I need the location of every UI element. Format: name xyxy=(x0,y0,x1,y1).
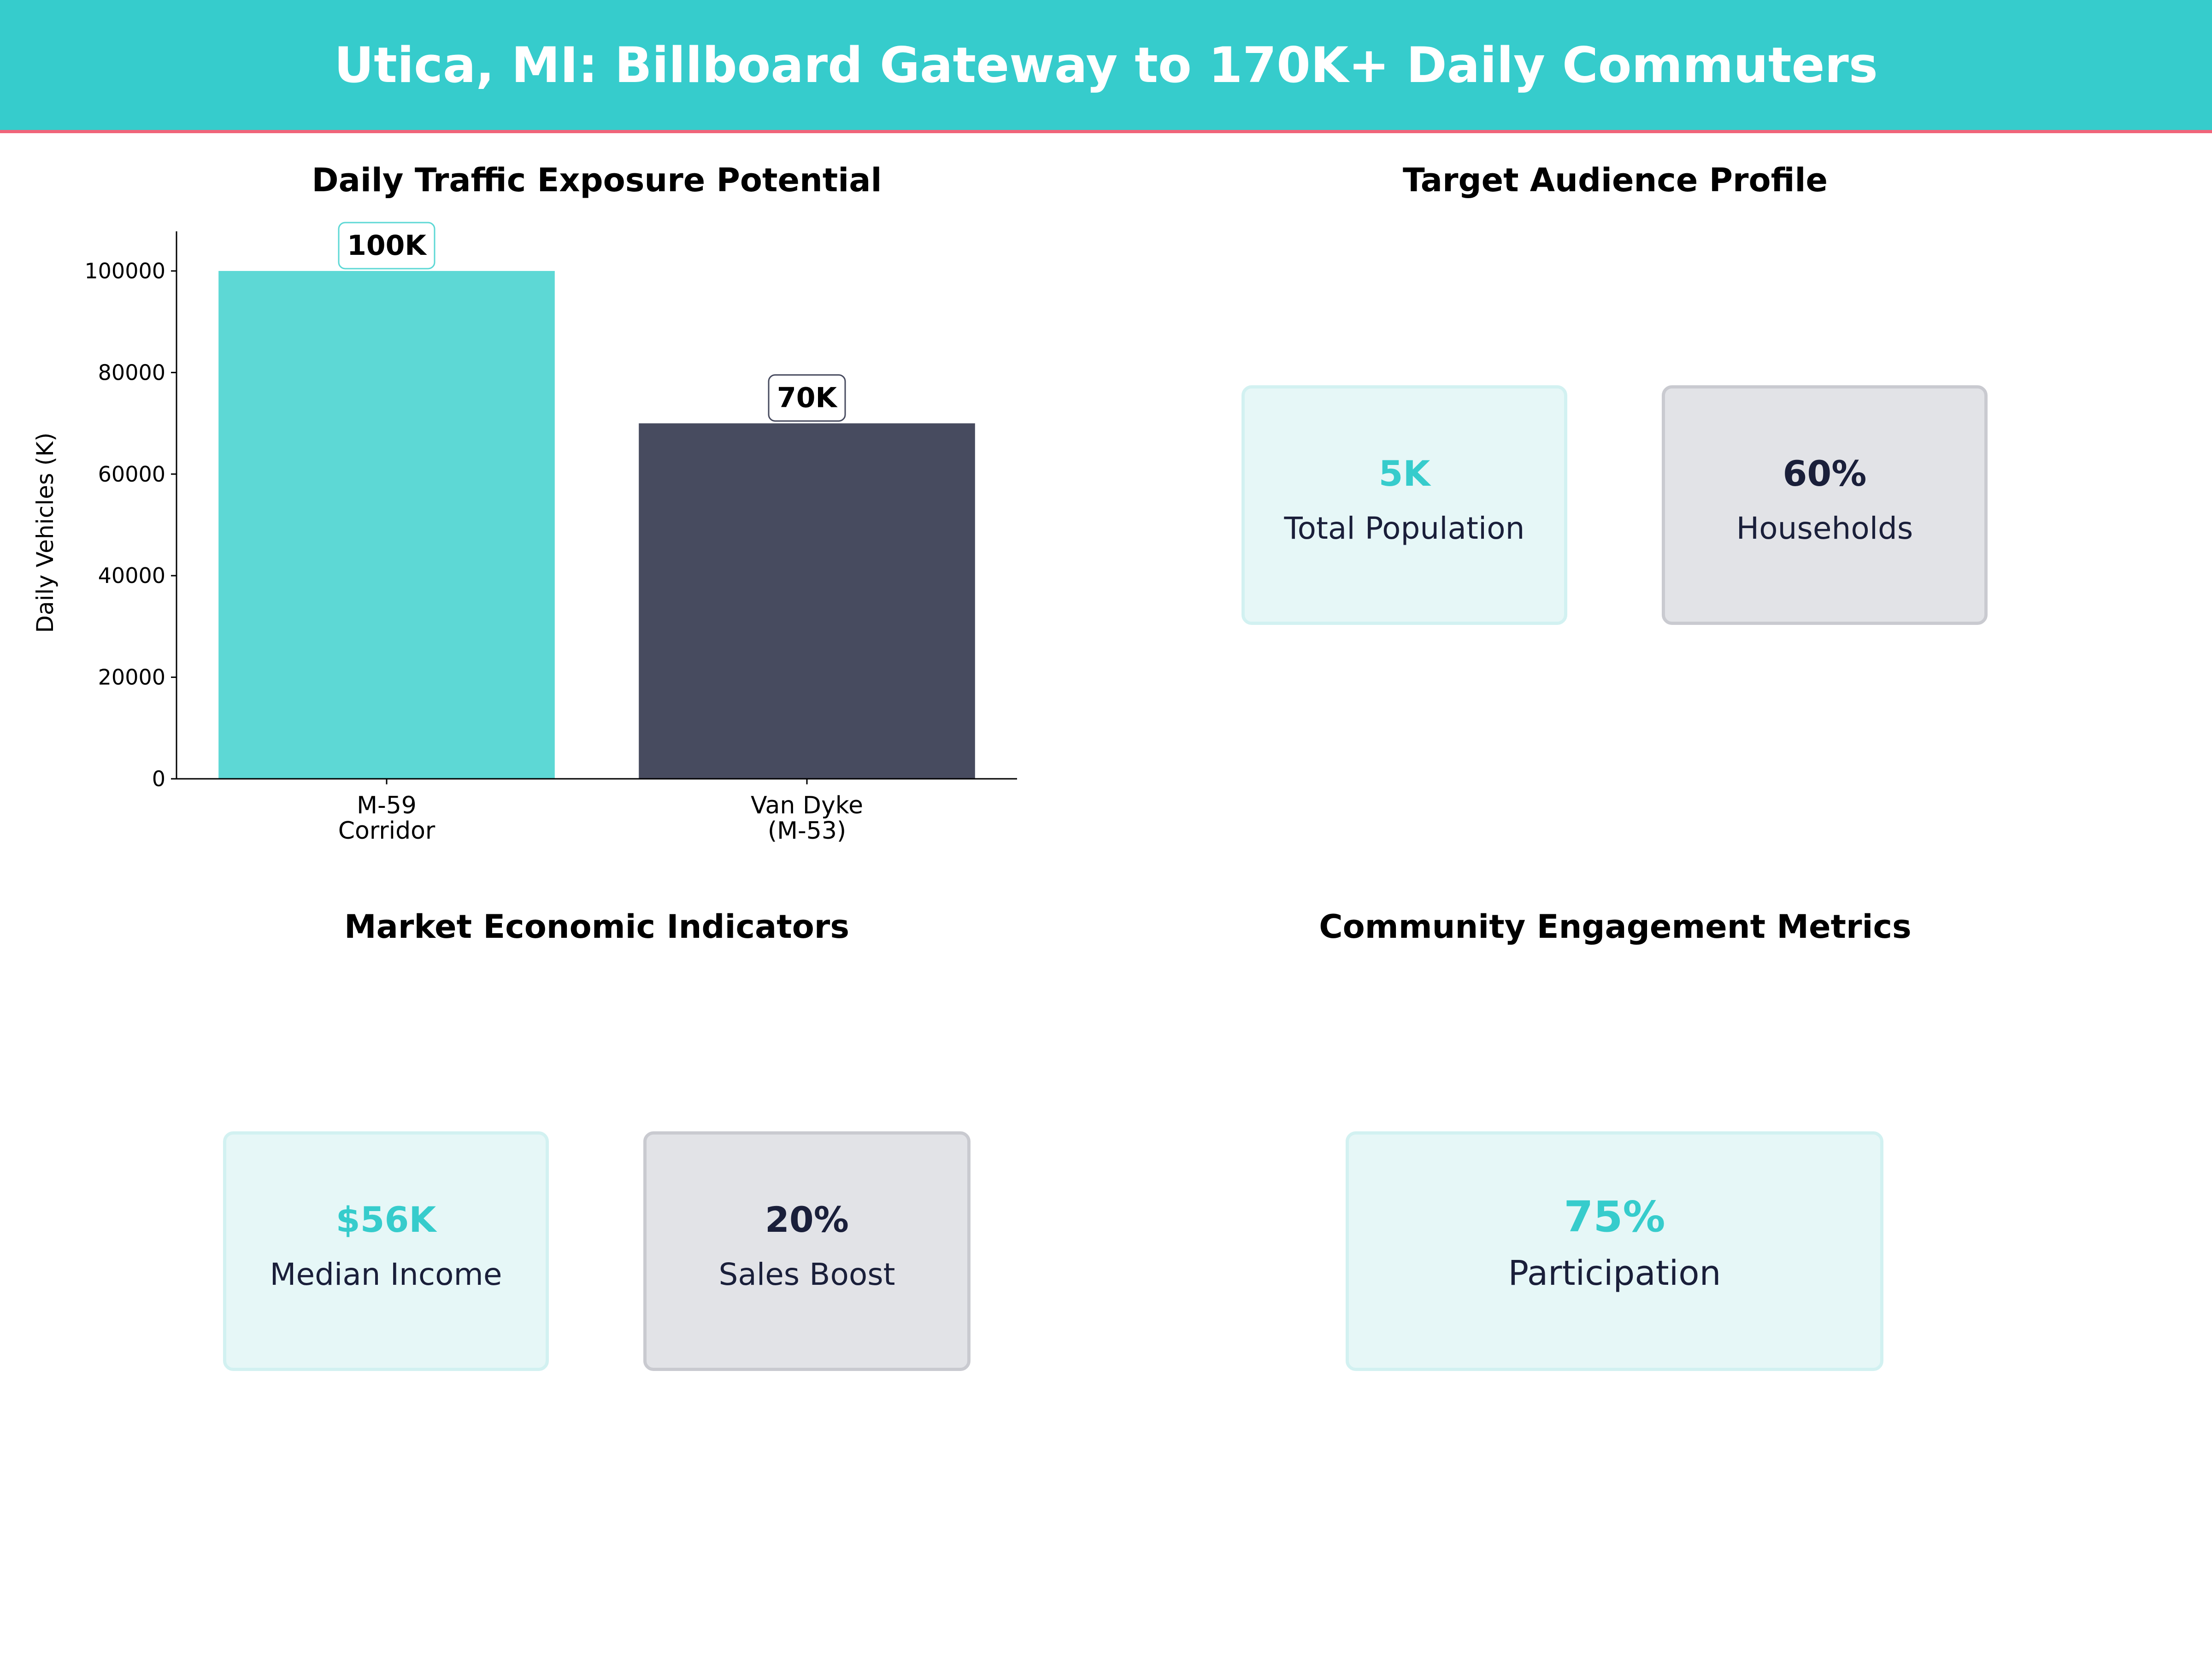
y-tick-label: 60000 xyxy=(98,462,165,487)
chart-title: Daily Traffic Exposure Potential xyxy=(312,161,882,199)
audience-title: Target Audience Profile xyxy=(1403,161,1828,199)
stat-card-participation: 75% Participation xyxy=(1346,1131,1883,1371)
bar xyxy=(639,423,975,779)
x-tick-label: Van Dyke xyxy=(751,792,863,819)
stat-card-total-population: 5K Total Population xyxy=(1241,385,1567,625)
y-tick-label: 20000 xyxy=(98,665,165,690)
stat-value: $56K xyxy=(335,1199,436,1240)
stat-label: Median Income xyxy=(270,1257,502,1292)
y-tick-label: 100000 xyxy=(84,259,165,283)
stat-value: 20% xyxy=(765,1199,849,1240)
y-tick-label: 80000 xyxy=(98,360,165,385)
economic-title: Market Economic Indicators xyxy=(344,908,849,946)
data-label-box xyxy=(338,222,435,270)
y-tick-label: 0 xyxy=(152,766,165,791)
community-title: Community Engagement Metrics xyxy=(1319,908,1912,946)
stat-card-median-income: $56K Median Income xyxy=(223,1131,549,1371)
stat-value: 60% xyxy=(1783,453,1867,494)
data-label-box xyxy=(768,374,846,422)
data-label: 100K xyxy=(347,229,427,262)
page-title: Utica, MI: Billboard Gateway to 170K+ Da… xyxy=(334,36,1878,94)
x-tick-label: (M-53) xyxy=(768,817,846,845)
bar xyxy=(218,271,555,779)
data-label: 70K xyxy=(777,382,838,414)
stat-label: Total Population xyxy=(1284,511,1525,546)
stat-card-households: 60% Households xyxy=(1662,385,1988,625)
y-axis-label: Daily Vehicles (K) xyxy=(32,433,59,633)
x-tick-label: M-59 xyxy=(357,792,417,819)
stat-label: Households xyxy=(1736,511,1913,546)
x-tick-label: Corridor xyxy=(338,817,435,845)
header-banner: Utica, MI: Billboard Gateway to 170K+ Da… xyxy=(0,0,2212,133)
stat-label: Sales Boost xyxy=(718,1257,895,1292)
y-tick-label: 40000 xyxy=(98,563,165,588)
stat-card-sales-boost: 20% Sales Boost xyxy=(643,1131,971,1371)
stat-value: 5K xyxy=(1378,453,1430,494)
stat-value: 75% xyxy=(1564,1192,1665,1241)
stat-label: Participation xyxy=(1508,1253,1721,1293)
